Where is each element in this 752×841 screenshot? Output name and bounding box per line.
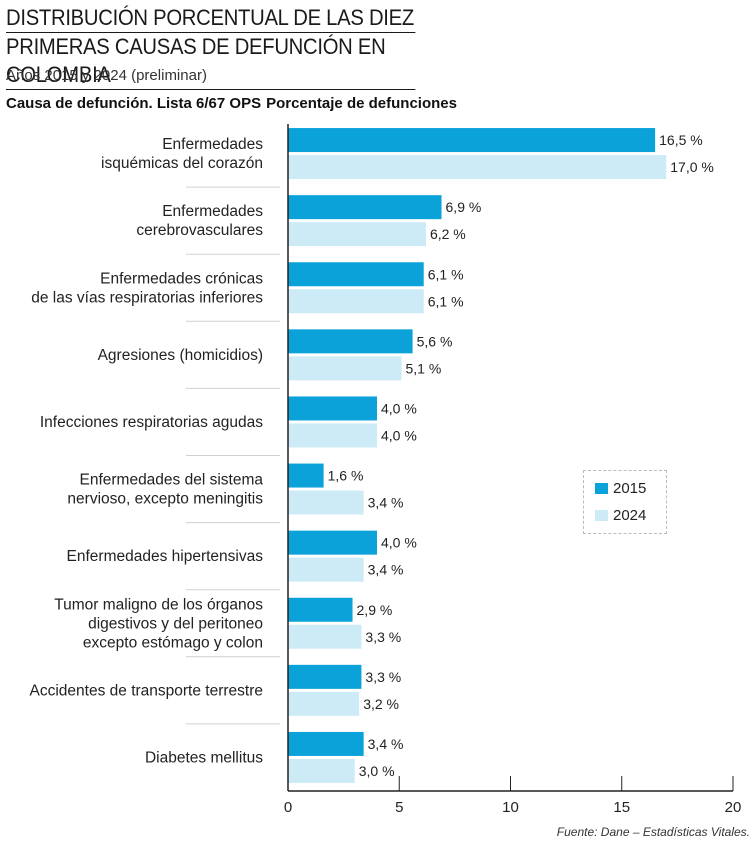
category-label-9: Diabetes mellitus — [145, 749, 263, 766]
category-label-line: Agresiones (homicidios) — [98, 347, 263, 364]
category-label-8: Accidentes de transporte terrestre — [30, 682, 263, 699]
value-label-2015-7: 2,9 % — [357, 602, 393, 618]
bar-2015-8 — [288, 664, 362, 689]
bar-2015-1 — [288, 195, 442, 220]
bar-2015-3 — [288, 329, 413, 354]
bar-2015-5 — [288, 463, 324, 488]
value-label-2024-3: 5,1 % — [405, 360, 441, 376]
category-label-7: Tumor maligno de los órganos digestivos y… — [54, 596, 263, 651]
category-label-line: Accidentes de transporte terrestre — [30, 682, 263, 699]
x-tick-label-20: 20 — [725, 799, 742, 816]
value-label-2015-0: 16,5 % — [659, 132, 703, 148]
category-label-line: Enfermedades crónicas — [100, 270, 263, 287]
category-label-1: Enfermedades cerebrovasculares — [136, 203, 263, 239]
category-label-line: Diabetes mellitus — [145, 749, 263, 766]
bar-2024-1 — [288, 222, 426, 247]
category-label-3: Agresiones (homicidios) — [98, 347, 263, 364]
chart-subtitle: Años 2015 y 2024 (preliminar) — [6, 67, 207, 84]
bar-2015-4 — [288, 396, 377, 421]
bar-2015-2 — [288, 262, 424, 287]
value-label-2015-3: 5,6 % — [417, 333, 453, 349]
category-label-line: Enfermedades — [162, 203, 263, 220]
category-label-line: isquémicas del corazón — [101, 155, 263, 172]
bar-2015-6 — [288, 530, 377, 555]
bar-2024-6 — [288, 557, 364, 582]
x-tick-label-15: 15 — [613, 799, 630, 816]
legend-label-2015: 2015 — [613, 480, 647, 497]
value-label-2024-5: 3,4 % — [368, 495, 404, 511]
source-note: Fuente: Dane – Estadísticas Vitales. — [556, 825, 750, 839]
category-label-5: Enfermedades del sistema nervioso, except… — [67, 472, 263, 508]
value-label-2015-6: 4,0 % — [381, 535, 417, 551]
legend-label-2024: 2024 — [613, 507, 647, 524]
legend-swatch-2024 — [595, 510, 608, 521]
bar-2024-3 — [288, 356, 402, 381]
bar-2024-5 — [288, 490, 364, 515]
value-label-2024-7: 3,3 % — [365, 629, 401, 645]
value-label-2024-4: 4,0 % — [381, 427, 417, 443]
category-label-line: Infecciones respiratorias agudas — [40, 414, 263, 431]
x-tick-label-10: 10 — [502, 799, 519, 816]
bar-2024-4 — [288, 423, 377, 448]
category-header: Causa de defunción. Lista 6/67 OPS — [6, 95, 262, 112]
category-label-line: Enfermedades — [162, 136, 263, 153]
category-label-0: Enfermedades isquémicas del corazón — [101, 136, 263, 172]
category-label-2: Enfermedades crónicas de las vías respira… — [31, 270, 263, 306]
bar-2024-7 — [288, 624, 362, 649]
category-label-line: de las vías respiratorias inferiores — [31, 289, 263, 306]
bar-2024-9 — [288, 758, 355, 783]
category-label-line: nervioso, excepto meningitis — [67, 491, 263, 508]
category-label-line: Enfermedades hipertensivas — [67, 548, 264, 565]
value-label-2015-8: 3,3 % — [365, 669, 401, 685]
bar-2015-9 — [288, 731, 364, 756]
column-headers: Causa de defunción. Lista 6/67 OPS Porcen… — [6, 95, 457, 112]
bar-2024-8 — [288, 691, 360, 716]
bar-2015-0 — [288, 128, 656, 153]
bar-2015-7 — [288, 597, 353, 622]
value-label-2015-1: 6,9 % — [446, 199, 482, 215]
category-label-line: Enfermedades del sistema — [79, 472, 263, 489]
title-line-1: DISTRIBUCIÓN PORCENTUAL DE LAS DIEZ — [6, 4, 416, 33]
title-line-2: PRIMERAS CAUSAS DE DEFUNCIÓN EN COLOMBIA — [6, 33, 416, 90]
chart-title: DISTRIBUCIÓN PORCENTUAL DE LAS DIEZ PRIM… — [6, 4, 416, 90]
value-label-2015-5: 1,6 % — [328, 468, 364, 484]
category-label-line: digestivos y del peritoneo — [88, 615, 263, 632]
value-label-2024-1: 6,2 % — [430, 226, 466, 242]
x-tick-label-5: 5 — [395, 799, 403, 816]
value-label-2024-6: 3,4 % — [368, 562, 404, 578]
legend-swatch-2015 — [595, 483, 608, 494]
category-label-6: Enfermedades hipertensivas — [67, 548, 264, 565]
category-label-line: excepto estómago y colon — [83, 634, 263, 651]
x-tick-label-0: 0 — [284, 799, 292, 816]
legend: 2015 2024 — [583, 470, 667, 534]
bar-2024-2 — [288, 289, 424, 314]
category-label-4: Infecciones respiratorias agudas — [40, 414, 263, 431]
category-label-line: cerebrovasculares — [136, 222, 263, 239]
value-label-2024-2: 6,1 % — [428, 293, 464, 309]
legend-item-2024: 2024 — [595, 507, 646, 524]
category-label-line: Tumor maligno de los órganos — [54, 596, 263, 613]
bar-2024-0 — [288, 155, 667, 180]
value-header: Porcentaje de defunciones — [266, 95, 457, 112]
value-label-2015-4: 4,0 % — [381, 400, 417, 416]
legend-item-2015: 2015 — [595, 480, 646, 497]
value-label-2024-8: 3,2 % — [363, 696, 399, 712]
value-label-2015-9: 3,4 % — [368, 736, 404, 752]
value-label-2024-0: 17,0 % — [670, 159, 714, 175]
value-label-2024-9: 3,0 % — [359, 763, 395, 779]
value-label-2015-2: 6,1 % — [428, 266, 464, 282]
